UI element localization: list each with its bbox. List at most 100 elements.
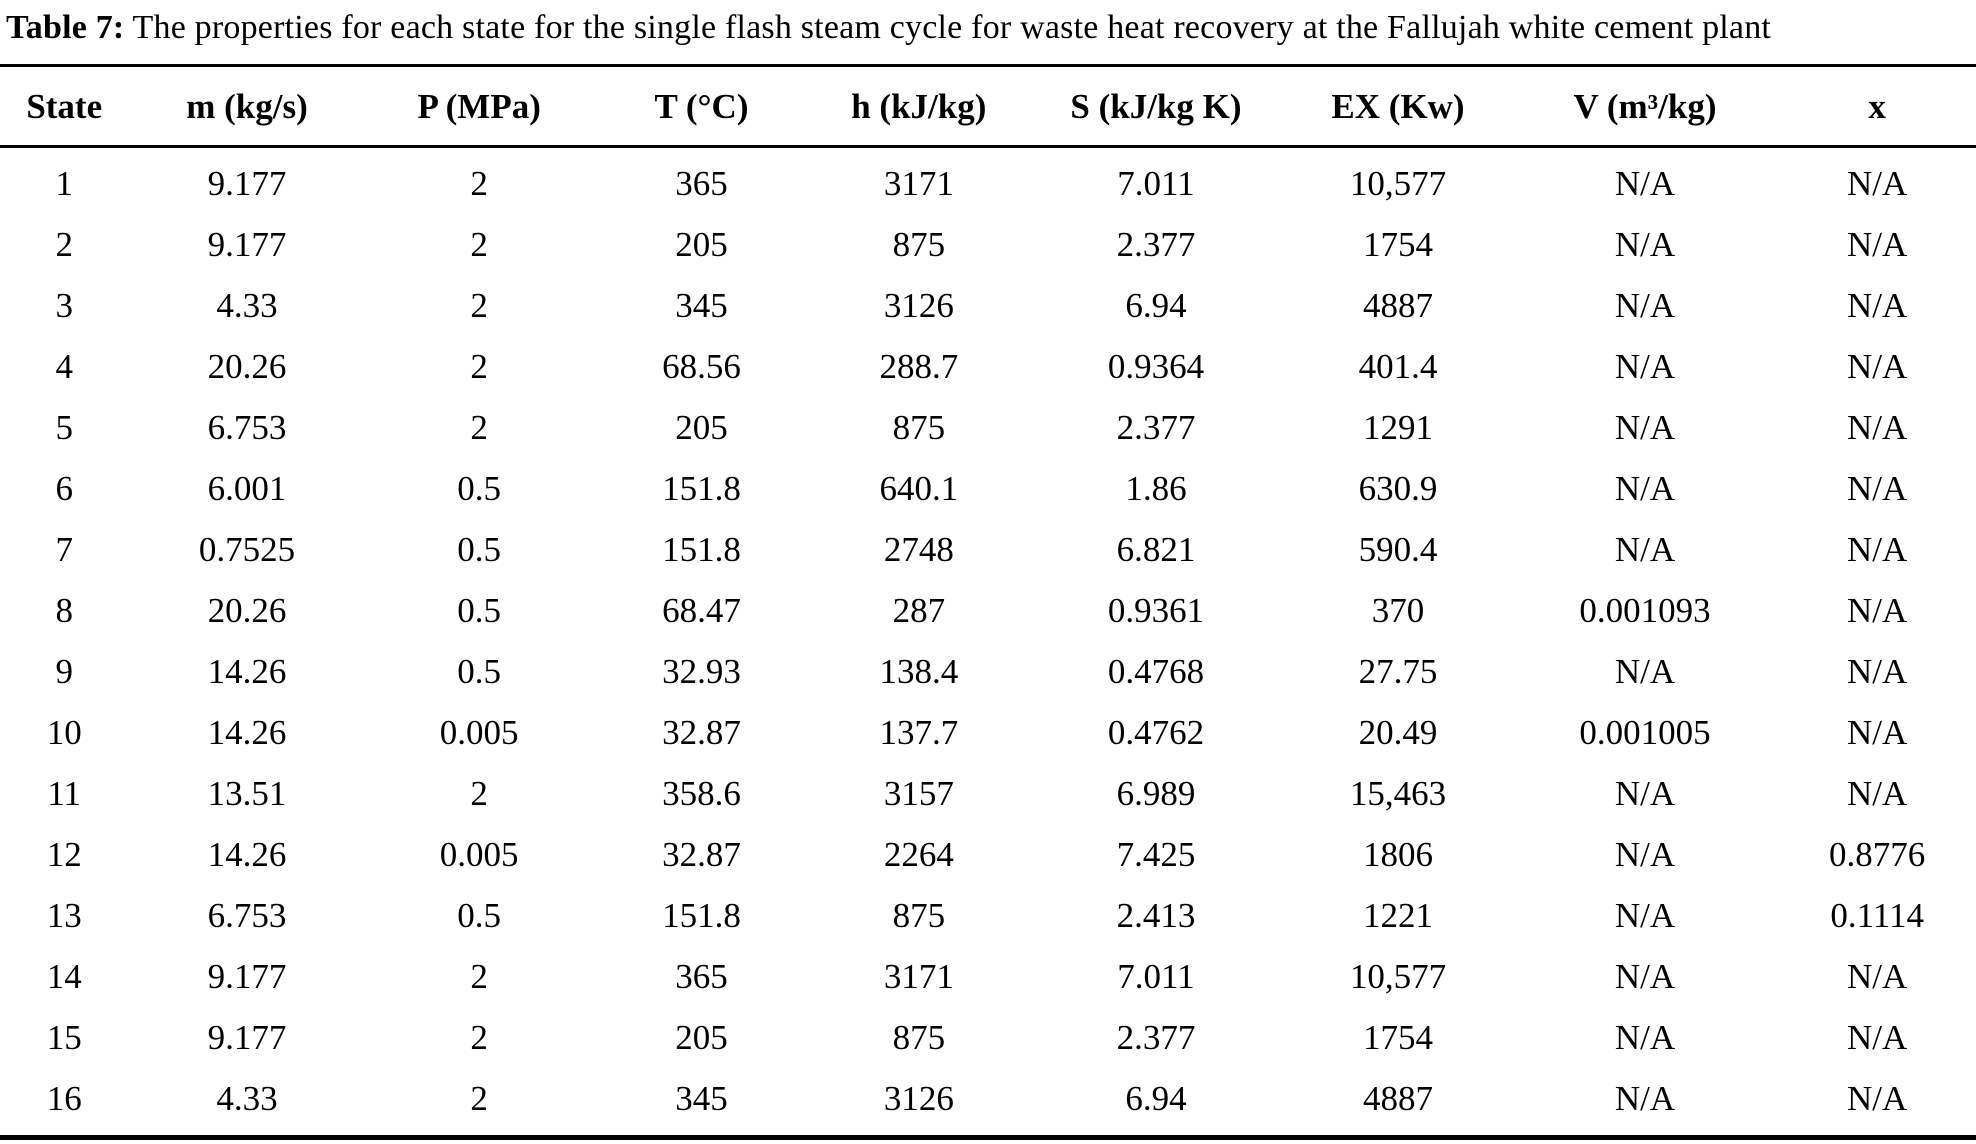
table-row: 3 4.33 2 345 3126 6.94 4887 N/A N/A: [0, 276, 1976, 337]
table-row: 10 14.26 0.005 32.87 137.7 0.4762 20.49 0.00100…: [0, 703, 1976, 764]
table-cell: 138.4: [879, 651, 959, 691]
table-cell: 14: [46, 956, 82, 996]
table-cell: 640.1: [879, 468, 959, 508]
table-row: 16 4.33 2 345 3126 6.94 4887 N/A N/A: [0, 1069, 1976, 1138]
table-cell: 2: [470, 956, 488, 996]
table-cell: 10,577: [1349, 163, 1447, 203]
table-cell: N/A: [1614, 407, 1676, 447]
table-cell: N/A: [1847, 163, 1908, 203]
table-cell: 3171: [883, 956, 954, 996]
table-cell: 2: [470, 1078, 488, 1118]
table-cell: N/A: [1614, 224, 1676, 264]
table-cell: 6.001: [207, 468, 287, 508]
column-header: P (MPa): [417, 86, 541, 126]
table-cell: 3126: [883, 285, 954, 325]
column-header: T (°C): [654, 86, 749, 126]
table-cell: 875: [892, 1017, 946, 1057]
table-cell: 0.7525: [198, 529, 296, 569]
table-cell: 205: [675, 1017, 728, 1057]
table-cell: N/A: [1847, 651, 1908, 691]
table-cell: 20.26: [207, 346, 287, 386]
table-cell: 1291: [1362, 407, 1433, 447]
table-cell: 14.26: [207, 834, 287, 874]
table-cell: 8: [55, 590, 73, 630]
table-cell: N/A: [1847, 590, 1908, 630]
table-cell: 7.425: [1116, 834, 1196, 874]
table-caption-label: Table 7:: [6, 9, 125, 46]
table-cell: 7.011: [1117, 163, 1195, 203]
table-cell: 358.6: [662, 773, 741, 813]
table-cell: 205: [675, 407, 728, 447]
table-cell: 0.001005: [1579, 712, 1711, 752]
table-cell: 5: [55, 407, 73, 447]
table-row: 9 14.26 0.5 32.93 138.4 0.4768 27.75 N/A N/A: [0, 642, 1976, 703]
table-cell: 4887: [1362, 1078, 1433, 1118]
table-cell: 9.177: [207, 163, 287, 203]
table-cell: 2: [470, 163, 488, 203]
state-table: State m (kg/s) P (MPa) T (°C) h (kJ/kg) S (kJ…: [0, 63, 1976, 1140]
table-cell: N/A: [1614, 773, 1676, 813]
table-cell: 20.26: [207, 590, 287, 630]
table-cell: 2264: [883, 834, 954, 874]
table-row: 2 9.177 2 205 875 2.377 1754 N/A N/A: [0, 215, 1976, 276]
table-cell: 10,577: [1349, 956, 1447, 996]
table-cell: N/A: [1847, 285, 1908, 325]
table-cell: 6.94: [1125, 285, 1187, 325]
table-cell: 2748: [883, 529, 954, 569]
column-header: x: [1868, 86, 1886, 126]
table-cell: 32.87: [662, 834, 741, 874]
column-header: h (kJ/kg): [851, 86, 987, 126]
table-cell: 630.9: [1358, 468, 1438, 508]
table-cell: 13.51: [207, 773, 287, 813]
table-cell: 0.9364: [1107, 346, 1205, 386]
table-cell: 0.5: [457, 651, 502, 691]
table-cell: 288.7: [879, 346, 959, 386]
table-cell: 3: [55, 285, 73, 325]
table-cell: 0.5: [457, 895, 502, 935]
table-cell: 32.93: [662, 651, 741, 691]
table-cell: 401.4: [1358, 346, 1438, 386]
table-cell: 16: [46, 1078, 82, 1118]
table-cell: N/A: [1614, 346, 1676, 386]
table-cell: 0.005: [439, 834, 519, 874]
table-row: 4 20.26 2 68.56 288.7 0.9364 401.4 N/A N/A: [0, 337, 1976, 398]
column-header: m (kg/s): [186, 86, 308, 126]
table-cell: 345: [675, 285, 728, 325]
table-cell: 0.5: [457, 468, 502, 508]
table-cell: 1754: [1362, 224, 1433, 264]
table-cell: 68.56: [662, 346, 741, 386]
column-header: V (m³/kg): [1573, 86, 1717, 126]
table-row: 1 9.177 2 365 3171 7.011 10,577 N/A N/A: [0, 146, 1976, 215]
table-row: 14 9.177 2 365 3171 7.011 10,577 N/A N/A: [0, 947, 1976, 1008]
table-cell: 4.33: [216, 285, 278, 325]
table-cell: 4: [55, 346, 73, 386]
table-caption-text: The properties for each state for the si…: [124, 9, 1772, 46]
table-cell: N/A: [1614, 1078, 1676, 1118]
table-cell: N/A: [1614, 468, 1676, 508]
table-cell: N/A: [1614, 834, 1676, 874]
table-cell: N/A: [1614, 285, 1676, 325]
table-cell: 14.26: [207, 712, 287, 752]
table-row: 12 14.26 0.005 32.87 2264 7.425 1806 N/A 0.8776: [0, 825, 1976, 886]
table-row: 5 6.753 2 205 875 2.377 1291 N/A N/A: [0, 398, 1976, 459]
table-cell: N/A: [1847, 346, 1908, 386]
table-cell: 12: [46, 834, 82, 874]
table-cell: 9: [55, 651, 73, 691]
table-row: 8 20.26 0.5 68.47 287 0.9361 370 0.001093 N/A: [0, 581, 1976, 642]
table-cell: 0.5: [457, 590, 502, 630]
table-row: 7 0.7525 0.5 151.8 2748 6.821 590.4 N/A N/A: [0, 520, 1976, 581]
table-cell: N/A: [1614, 651, 1676, 691]
table-cell: 0.005: [439, 712, 519, 752]
table-cell: N/A: [1614, 163, 1676, 203]
table-cell: 14.26: [207, 651, 287, 691]
table-cell: 0.001093: [1579, 590, 1711, 630]
table-cell: N/A: [1847, 529, 1908, 569]
table-cell: 2.377: [1116, 407, 1196, 447]
table-cell: 0.1114: [1830, 895, 1924, 935]
table-cell: 7: [55, 529, 73, 569]
table-cell: 3126: [883, 1078, 954, 1118]
table-cell: N/A: [1847, 1078, 1908, 1118]
table-cell: 0.9361: [1107, 590, 1205, 630]
table-cell: 287: [892, 590, 946, 630]
table-cell: 0.4768: [1107, 651, 1205, 691]
